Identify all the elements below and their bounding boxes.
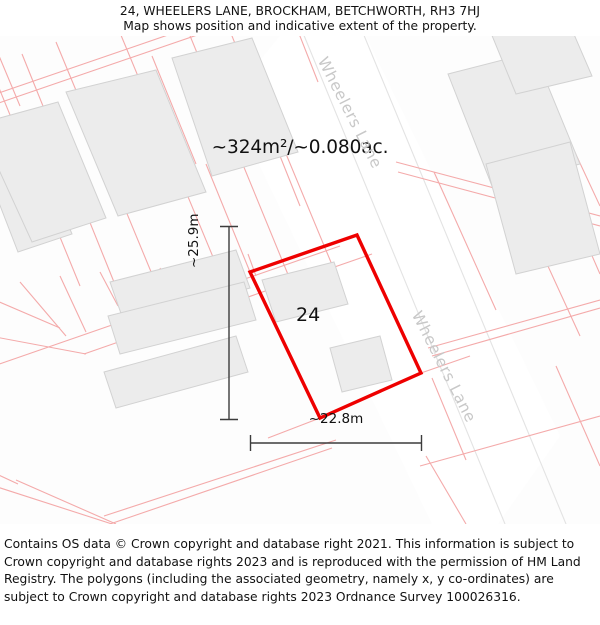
plot-outline[interactable] — [247, 232, 424, 421]
map-canvas — [0, 36, 600, 524]
property-map[interactable]: ~324m²/~0.080ac. 24 ~25.9m ~22.8m Wheele… — [0, 36, 600, 524]
dimension-label-horizontal: ~22.8m — [308, 411, 364, 427]
building-footprints — [0, 36, 600, 409]
road-wheelers-lane — [228, 36, 567, 524]
page-subtitle: Map shows position and indicative extent… — [123, 19, 477, 33]
dimension-label-vertical: ~25.9m — [186, 213, 202, 268]
dimension-ruler-vertical — [220, 225, 238, 421]
map-header: 24, WHEELERS LANE, BROCKHAM, BETCHWORTH,… — [0, 0, 600, 34]
copyright-footer: Contains OS data © Crown copyright and d… — [0, 536, 600, 606]
copyright-text: Contains OS data © Crown copyright and d… — [4, 537, 581, 604]
parcel-boundaries — [0, 36, 600, 524]
page-title: 24, WHEELERS LANE, BROCKHAM, BETCHWORTH,… — [119, 4, 481, 18]
dimension-ruler-horizontal — [249, 435, 423, 451]
plot-number-label: 24 — [296, 304, 321, 326]
